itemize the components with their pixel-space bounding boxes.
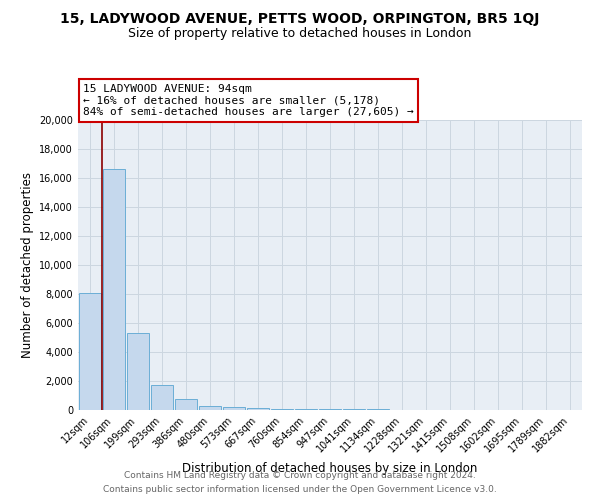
Bar (295, 409, 317, 410)
Bar (247, 408, 269, 410)
Text: Contains HM Land Registry data © Crown copyright and database right 2024.: Contains HM Land Registry data © Crown c… (124, 472, 476, 480)
Bar (127, 333, 149, 410)
Text: Size of property relative to detached houses in London: Size of property relative to detached ho… (128, 28, 472, 40)
Bar (223, 407, 245, 410)
Bar (79, 292, 101, 410)
Text: 15 LADYWOOD AVENUE: 94sqm
← 16% of detached houses are smaller (5,178)
84% of se: 15 LADYWOOD AVENUE: 94sqm ← 16% of detac… (83, 84, 414, 117)
Y-axis label: Number of detached properties: Number of detached properties (21, 172, 34, 358)
X-axis label: Distribution of detached houses by size in London: Distribution of detached houses by size … (182, 462, 478, 475)
Bar (319, 409, 341, 410)
Text: 15, LADYWOOD AVENUE, PETTS WOOD, ORPINGTON, BR5 1QJ: 15, LADYWOOD AVENUE, PETTS WOOD, ORPINGT… (61, 12, 539, 26)
Bar (103, 170, 125, 410)
Bar (151, 384, 173, 410)
Bar (271, 408, 293, 410)
Text: Contains public sector information licensed under the Open Government Licence v3: Contains public sector information licen… (103, 484, 497, 494)
Bar (199, 406, 221, 410)
Bar (175, 399, 197, 410)
